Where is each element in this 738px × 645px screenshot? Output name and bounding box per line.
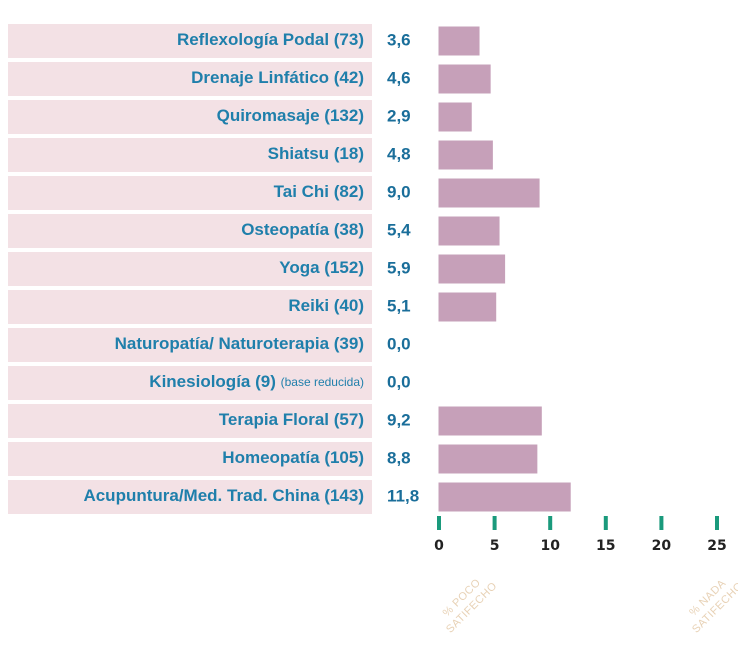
label-box <box>8 138 372 172</box>
category-label: Acupuntura/Med. Trad. China (143) <box>83 486 364 505</box>
value-label: 4,8 <box>387 144 411 163</box>
value-label: 0,0 <box>387 372 411 391</box>
label-box <box>8 100 372 134</box>
category-text: Homeopatía (105) <box>222 448 364 467</box>
label-box <box>8 480 372 514</box>
category-label: Reiki (40) <box>288 296 364 315</box>
category-label: Yoga (152) <box>279 258 364 277</box>
value-label: 5,9 <box>387 258 411 277</box>
category-label: Homeopatía (105) <box>222 448 364 467</box>
value-label: 5,4 <box>387 220 411 239</box>
category-text: Osteopatía (38) <box>241 220 364 239</box>
value-label: 8,8 <box>387 448 411 467</box>
label-box <box>8 62 372 96</box>
category-label: Reflexología Podal (73) <box>177 30 364 49</box>
category-label: Tai Chi (82) <box>274 182 364 201</box>
category-label: Terapia Floral (57) <box>219 410 364 429</box>
bar <box>438 444 538 474</box>
category-text: Acupuntura/Med. Trad. China (143) <box>83 486 364 505</box>
label-box <box>8 24 372 58</box>
category-text: Kinesiología (9) <box>149 372 276 391</box>
category-text: Yoga (152) <box>279 258 364 277</box>
x-tick-label: 15 <box>596 538 615 554</box>
bar <box>438 292 497 322</box>
x-tick-label: 10 <box>540 538 560 554</box>
bar <box>438 26 480 56</box>
category-text: Terapia Floral (57) <box>219 410 364 429</box>
category-text: Shiatsu (18) <box>268 144 364 163</box>
value-label: 11,8 <box>387 486 419 505</box>
value-label: 3,6 <box>387 30 411 49</box>
label-box <box>8 328 372 362</box>
category-label: Naturopatía/ Naturoterapia (39) <box>115 334 364 353</box>
label-box <box>8 290 372 324</box>
value-label: 5,1 <box>387 296 411 315</box>
bar <box>438 254 506 284</box>
category-text: Tai Chi (82) <box>274 182 364 201</box>
category-label: Quiromasaje (132) <box>217 106 364 125</box>
x-tick-label: 20 <box>652 538 672 554</box>
category-label: Shiatsu (18) <box>268 144 364 163</box>
x-tick-label: 25 <box>707 538 726 554</box>
bar <box>438 178 540 208</box>
value-label: 4,6 <box>387 68 411 87</box>
category-note: (base reducida) <box>281 375 364 389</box>
value-label: 9,0 <box>387 182 411 201</box>
category-label: Drenaje Linfático (42) <box>191 68 364 87</box>
label-box <box>8 404 372 438</box>
bar <box>438 64 491 94</box>
category-label: Kinesiología (9) (base reducida) <box>149 372 364 391</box>
value-label: 9,2 <box>387 410 411 429</box>
category-text: Quiromasaje (132) <box>217 106 364 125</box>
x-tick-label: 0 <box>434 538 444 554</box>
label-box <box>8 176 372 210</box>
value-label: 0,0 <box>387 334 411 353</box>
category-label: Osteopatía (38) <box>241 220 364 239</box>
bar <box>438 406 542 436</box>
label-box <box>8 214 372 248</box>
label-box <box>8 252 372 286</box>
category-text: Drenaje Linfático (42) <box>191 68 364 87</box>
label-box <box>8 442 372 476</box>
value-label: 2,9 <box>387 106 411 125</box>
x-tick-label: 5 <box>490 538 500 554</box>
bar <box>438 216 500 246</box>
label-box <box>8 366 372 400</box>
category-text: Naturopatía/ Naturoterapia (39) <box>115 334 364 353</box>
category-text: Reflexología Podal (73) <box>177 30 364 49</box>
bar <box>438 102 472 132</box>
bar <box>438 140 493 170</box>
category-text: Reiki (40) <box>288 296 364 315</box>
bar <box>438 482 571 512</box>
